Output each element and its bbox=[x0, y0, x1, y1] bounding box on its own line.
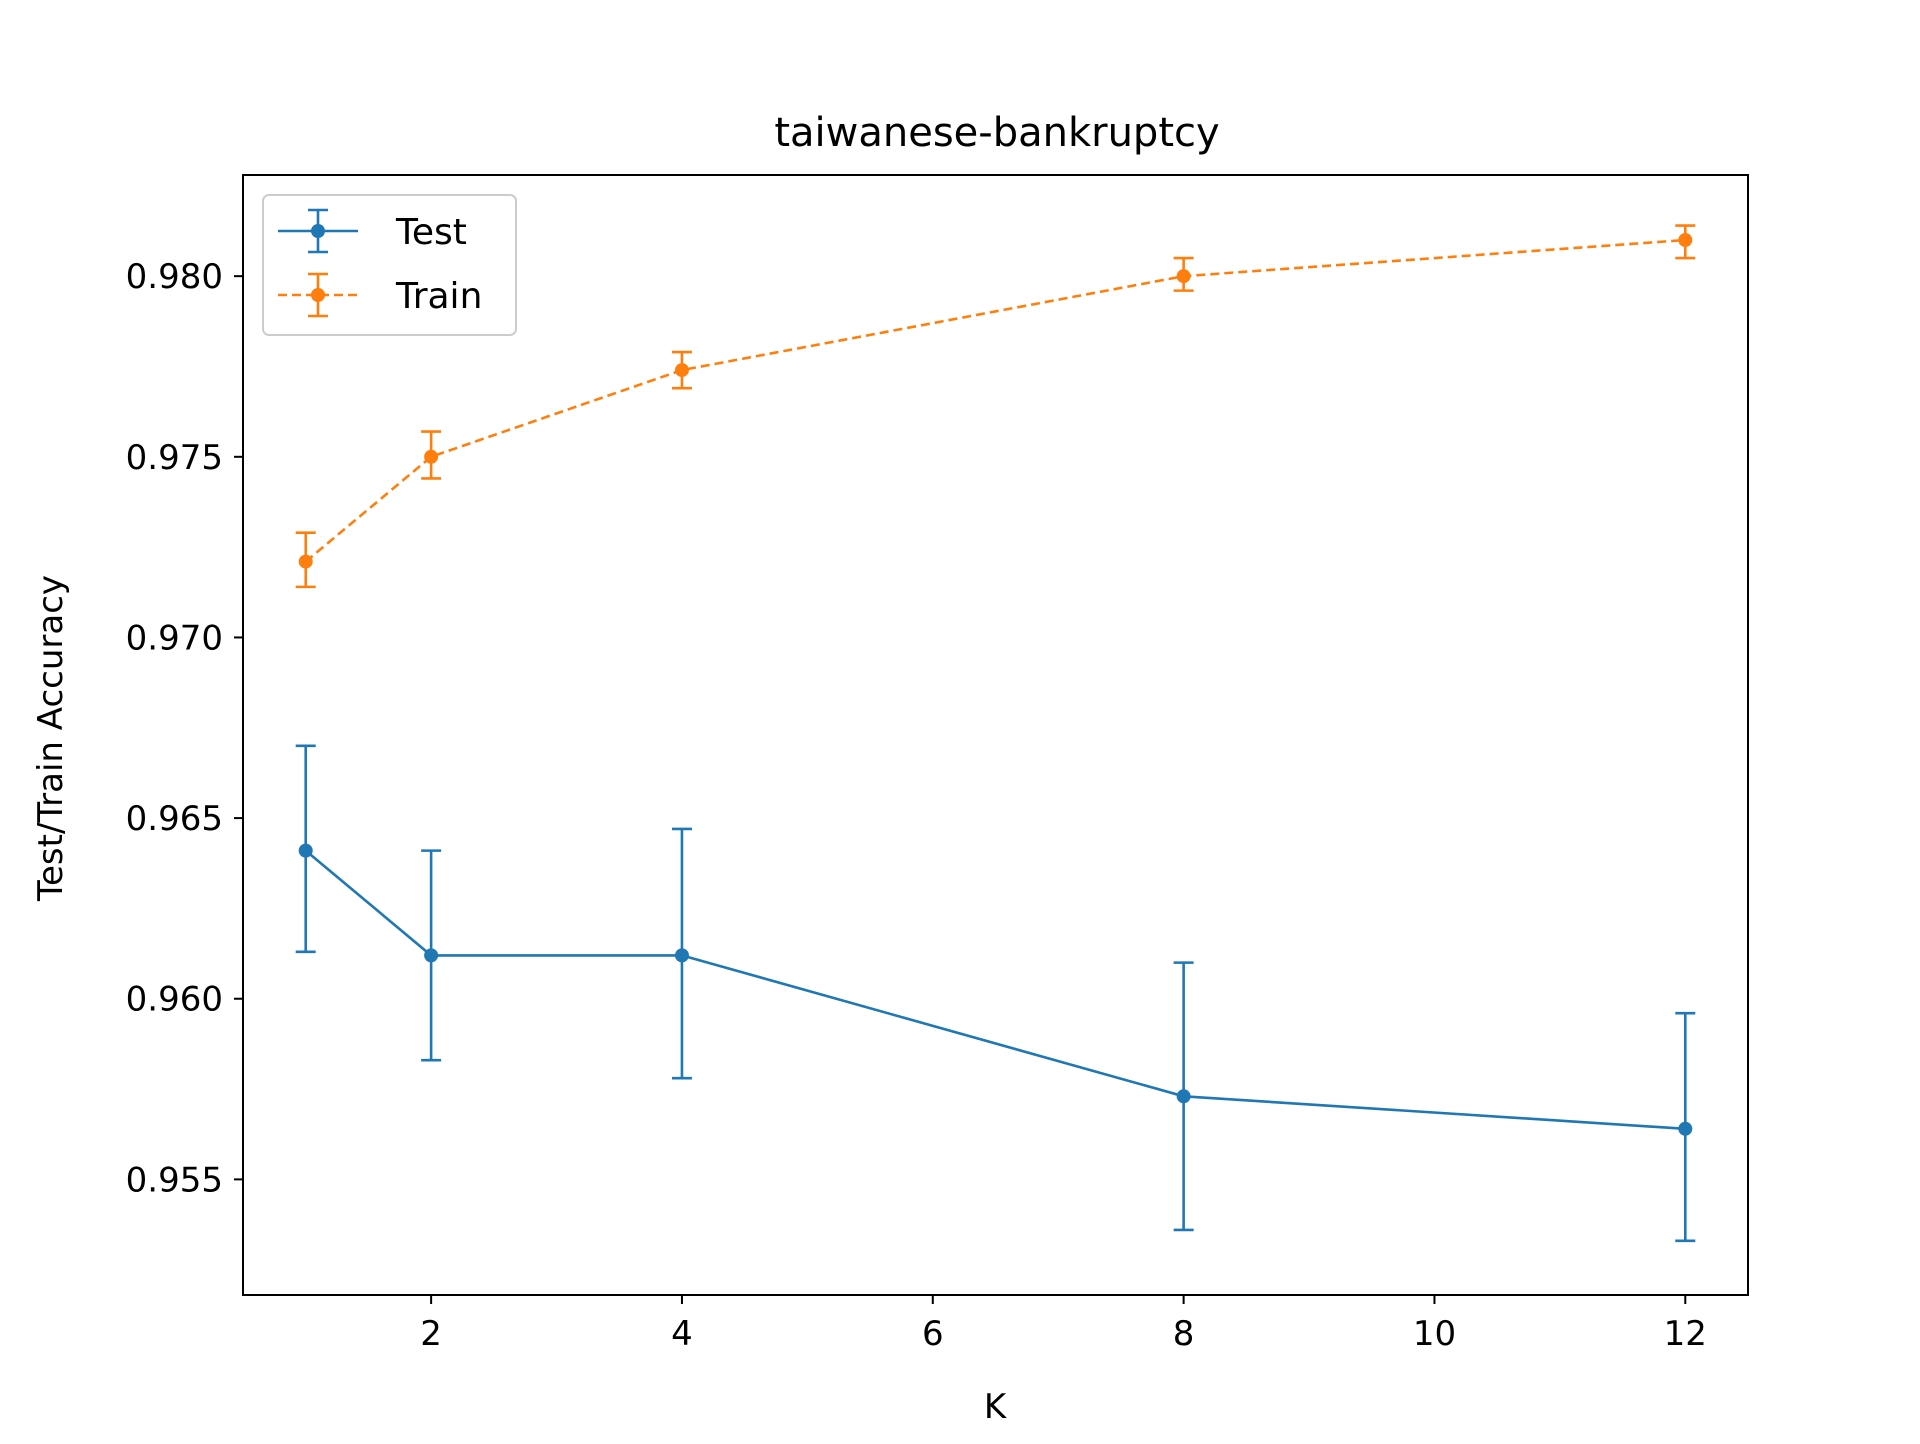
legend-label-test: Test bbox=[395, 212, 467, 253]
chart-title: taiwanese-bankruptcy bbox=[774, 110, 1219, 156]
legend-entry-test: Test bbox=[278, 208, 467, 254]
axes: 2 4 6 8 10 12 0.955 0.960 0.965 0.970 0.975 0.980 bbox=[126, 174, 1749, 1354]
y-tick-label: 0.980 bbox=[126, 257, 223, 297]
series-train bbox=[295, 224, 1696, 589]
y-tick-label: 0.975 bbox=[126, 438, 223, 478]
data-point-test bbox=[1176, 1089, 1191, 1104]
x-tick-label: 6 bbox=[922, 1314, 944, 1354]
x-axis-label: K bbox=[984, 1387, 1008, 1427]
plot-area bbox=[295, 224, 1696, 1243]
data-point-train bbox=[1678, 233, 1693, 248]
legend-label-train: Train bbox=[395, 276, 482, 317]
data-point-test bbox=[298, 843, 313, 858]
x-tick-label: 12 bbox=[1664, 1314, 1707, 1354]
y-axis-label: Test/Train Accuracy bbox=[31, 575, 71, 902]
x-tick-label: 2 bbox=[420, 1314, 442, 1354]
x-tick-label: 4 bbox=[671, 1314, 693, 1354]
y-tick-label: 0.970 bbox=[126, 618, 223, 658]
legend: Test Train bbox=[262, 194, 517, 336]
data-point-test bbox=[674, 948, 689, 963]
data-point-test bbox=[424, 948, 439, 963]
data-point-train bbox=[674, 363, 689, 378]
y-tick-label: 0.960 bbox=[126, 980, 223, 1020]
series-test bbox=[295, 744, 1696, 1243]
legend-swatch-marker bbox=[311, 288, 325, 302]
data-point-test bbox=[1678, 1121, 1693, 1136]
x-tick-label: 10 bbox=[1413, 1314, 1456, 1354]
data-point-train bbox=[424, 449, 439, 464]
legend-swatch-marker bbox=[311, 224, 325, 238]
plot-frame bbox=[242, 174, 1749, 1296]
y-tick-label: 0.955 bbox=[126, 1160, 223, 1200]
x-tick-label: 8 bbox=[1173, 1314, 1195, 1354]
data-point-train bbox=[1176, 269, 1191, 284]
legend-entry-train: Train bbox=[278, 272, 482, 318]
y-tick-label: 0.965 bbox=[126, 799, 223, 839]
data-point-train bbox=[298, 554, 313, 569]
